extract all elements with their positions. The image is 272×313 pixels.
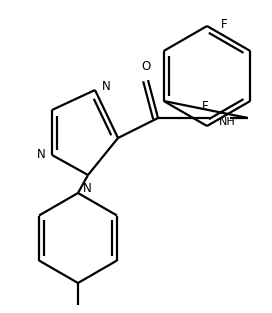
Text: F: F	[221, 18, 228, 30]
Text: N: N	[37, 148, 45, 162]
Text: NH: NH	[219, 117, 236, 127]
Text: N: N	[102, 80, 110, 94]
Text: F: F	[202, 100, 208, 113]
Text: N: N	[83, 182, 91, 194]
Text: O: O	[141, 60, 151, 74]
